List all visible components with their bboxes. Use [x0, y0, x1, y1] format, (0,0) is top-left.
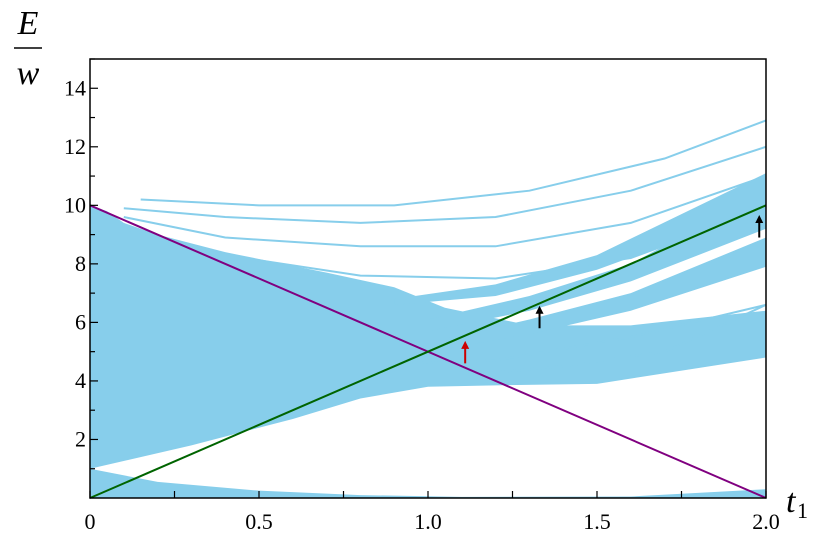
thin-curve-1 — [123, 175, 767, 248]
y-ticks: 2 4 6 8 10 12 14 — [64, 58, 98, 470]
thin-curve-0 — [123, 207, 767, 280]
x-tick-label: 2.0 — [752, 509, 780, 534]
y-tick-label: 14 — [64, 75, 86, 100]
thin-curve-3 — [140, 119, 767, 207]
y-tick-label: 2 — [75, 426, 86, 451]
arrow-2 — [755, 215, 764, 238]
thin-curve-4 — [394, 303, 767, 365]
marker-arrows — [461, 215, 764, 364]
x-ticks: 0 0.5 1.0 1.5 2.0 — [85, 491, 780, 534]
band-1 — [90, 205, 766, 469]
spectrum-thin-curves — [123, 119, 767, 377]
y-axis-label-top: E — [17, 5, 39, 42]
arrow-0 — [461, 340, 470, 364]
band-0 — [90, 468, 766, 498]
series-line-1 — [89, 204, 767, 499]
x-axis-label-subscript: 1 — [797, 498, 808, 523]
x-axis-label: t — [786, 483, 797, 520]
y-tick-label: 6 — [75, 309, 86, 334]
y-tick-label: 4 — [75, 368, 86, 393]
thin-curve-2 — [123, 145, 767, 224]
x-tick-label: 1.5 — [583, 509, 611, 534]
x-tick-label: 1.0 — [414, 509, 442, 534]
y-tick-label: 8 — [75, 251, 86, 276]
thin-curve-5 — [461, 303, 767, 377]
band-2 — [428, 237, 766, 352]
reference-lines — [89, 204, 767, 499]
y-tick-label: 12 — [64, 134, 86, 159]
y-axis-label-bottom: w — [17, 55, 40, 92]
band-3 — [428, 190, 766, 332]
y-tick-label: 10 — [64, 192, 86, 217]
spectrum-bands — [90, 173, 766, 498]
x-tick-label: 0.5 — [245, 509, 273, 534]
x-tick-label: 0 — [85, 509, 96, 534]
arrow-1 — [535, 305, 544, 329]
